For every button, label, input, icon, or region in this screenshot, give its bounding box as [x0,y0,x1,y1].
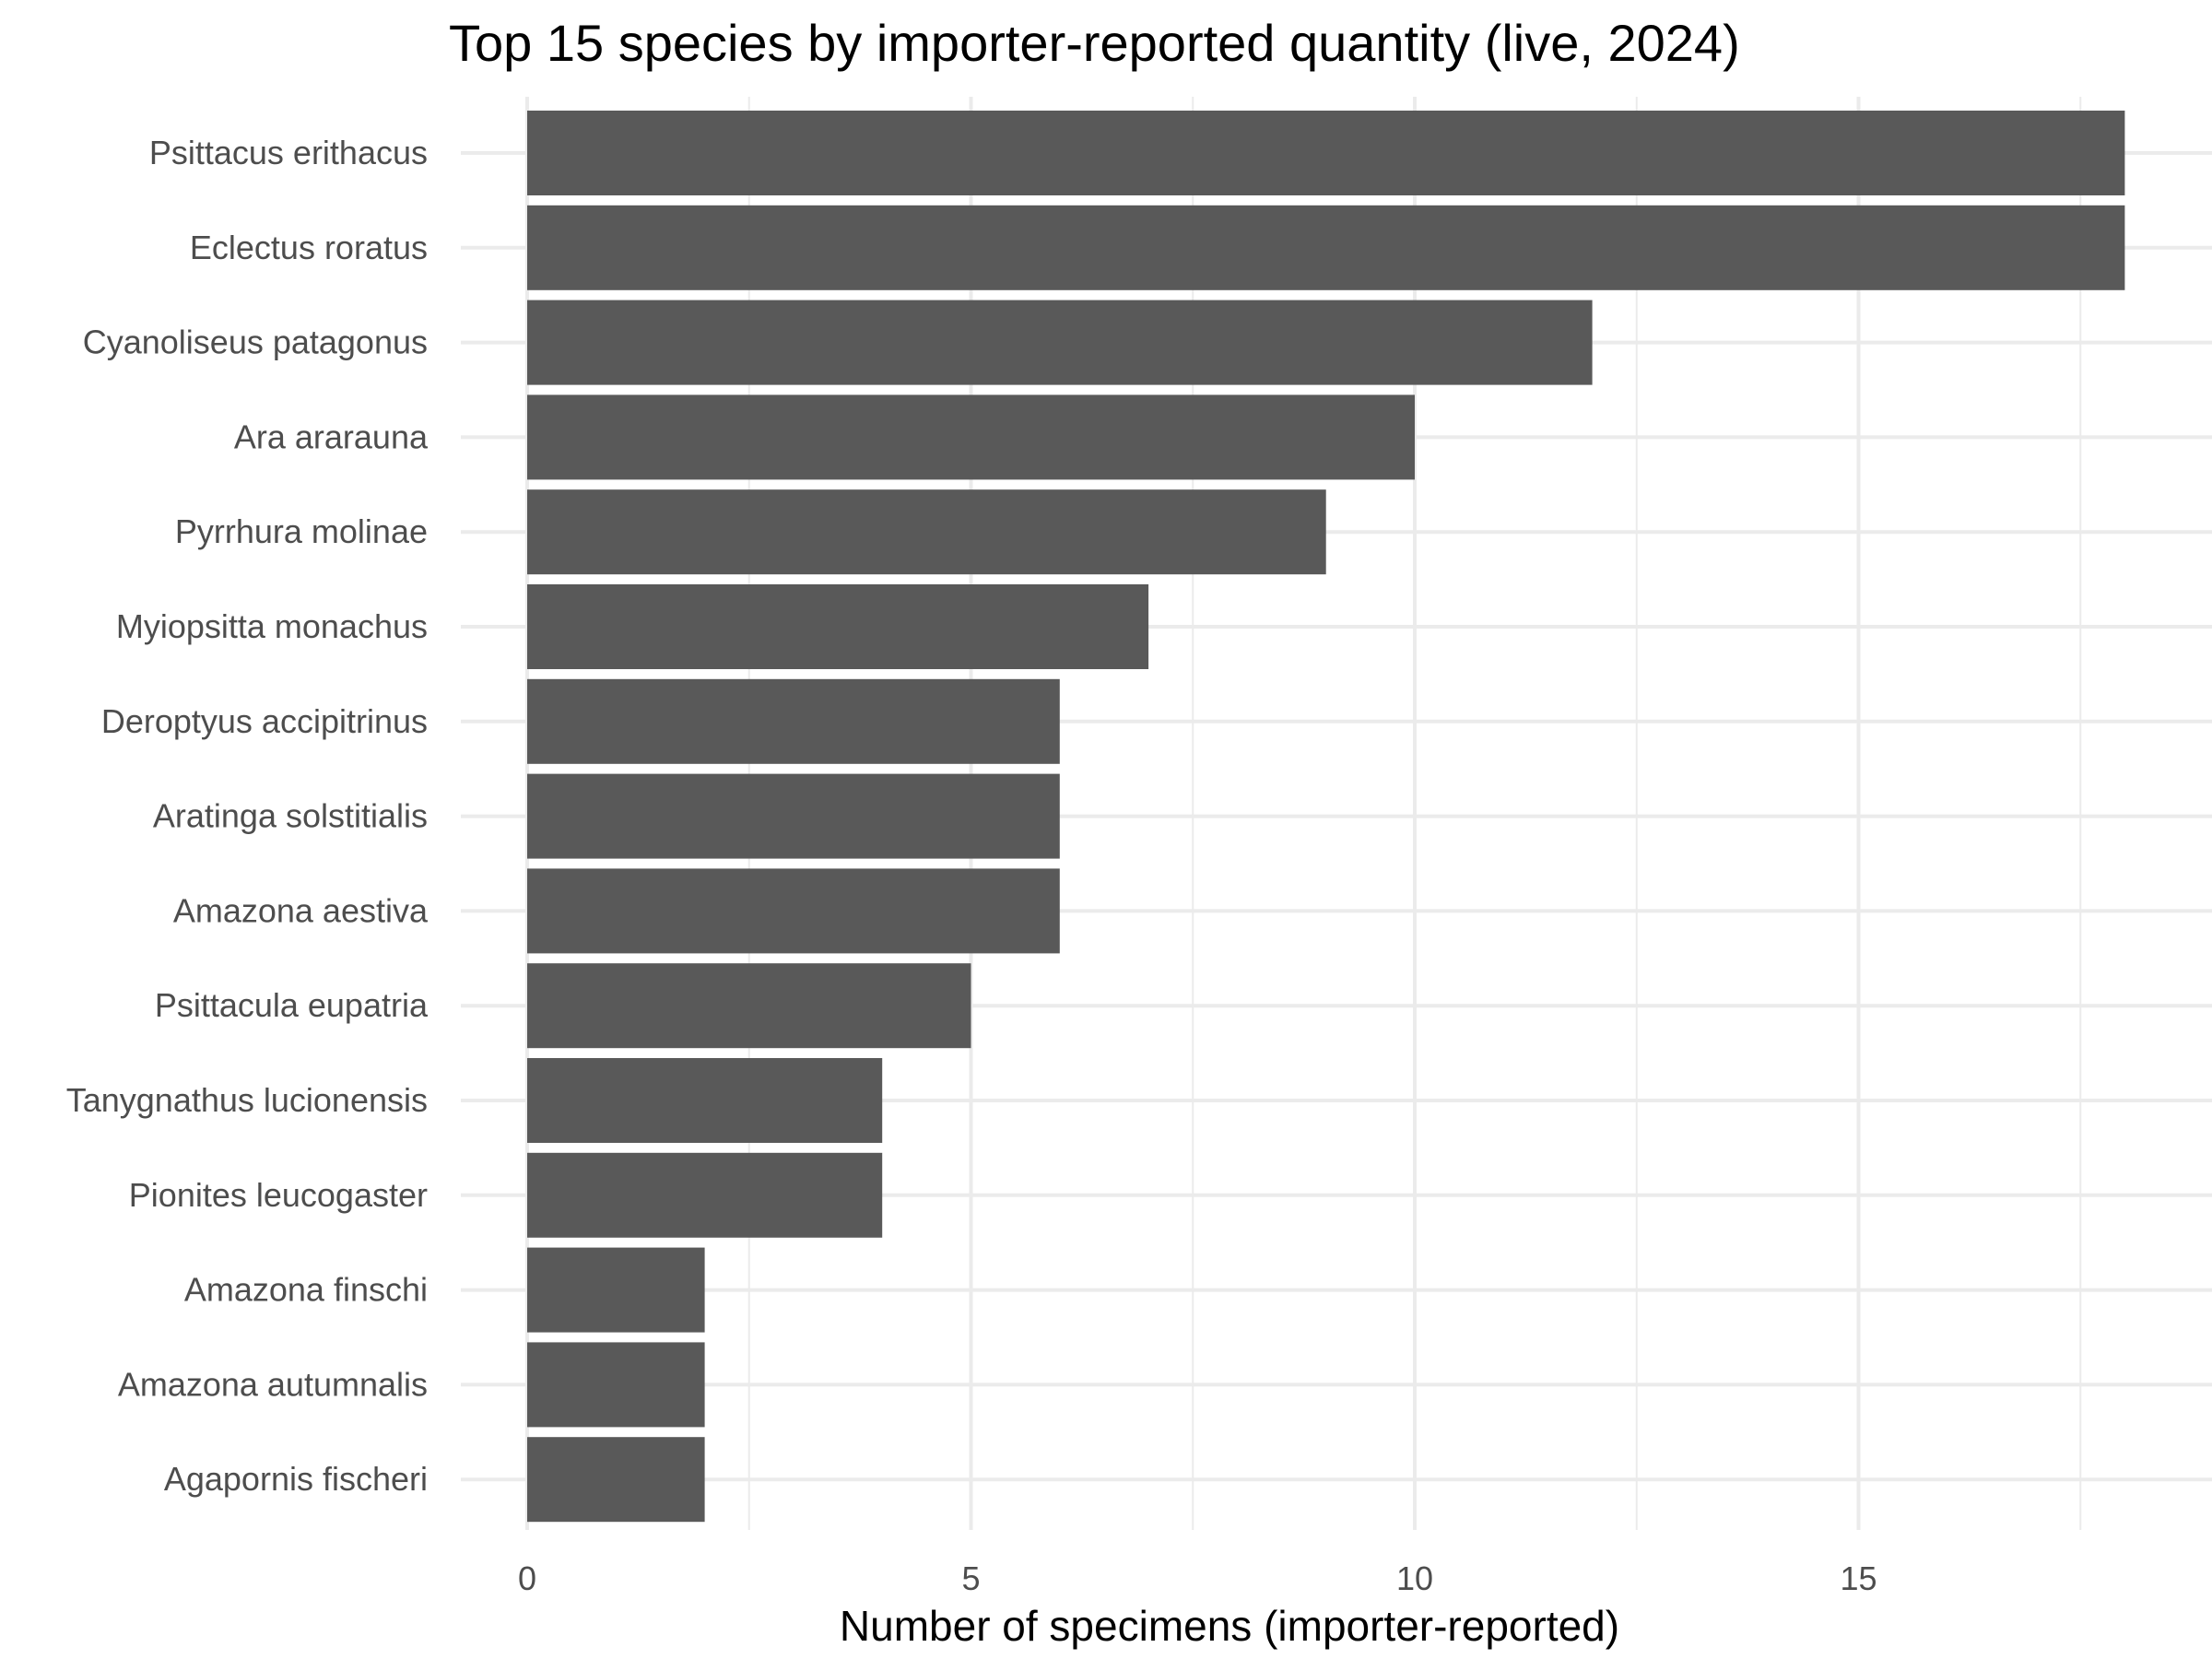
bar [527,1247,705,1333]
x-tick-label: 0 [518,1559,536,1597]
x-tick-label: 15 [1840,1559,1877,1597]
bar [527,678,1060,764]
y-tick-label: Amazona aestiva [173,891,429,929]
x-axis-labels: 0 5 10 15 [518,1559,1877,1597]
y-tick-label: Agapornis fischeri [164,1460,428,1498]
y-tick-label: Myiopsitta monachus [116,607,428,645]
x-tick-label: 5 [961,1559,980,1597]
x-tick-label: 10 [1396,1559,1433,1597]
y-tick-label: Aratinga solstitialis [153,797,428,835]
bar [527,773,1060,859]
bar [527,1152,883,1238]
bar [527,1342,705,1428]
bar [527,584,1149,669]
bar [527,111,2125,195]
y-tick-label: Deroptyus accipitrinus [101,702,428,740]
y-tick-label: Amazona autumnalis [118,1365,428,1403]
y-axis-labels: Psittacus erithacus Eclectus roratus Cyano… [66,134,429,1498]
y-tick-label: Pyrrhura molinae [175,512,428,550]
y-tick-label: Amazona finschi [184,1271,428,1309]
x-axis-title: Number of specimens (importer-reported) [840,1602,1619,1650]
bar [527,1437,705,1523]
bars [527,111,2125,1523]
bar [527,1058,883,1143]
y-tick-label: Tanygnathus lucionensis [66,1081,428,1119]
y-tick-label: Psittacus erithacus [149,134,428,171]
y-tick-label: Ara ararauna [234,418,429,455]
y-tick-label: Psittacula eupatria [155,986,429,1024]
bar [527,205,2125,290]
y-tick-label: Cyanoliseus patagonus [83,324,428,361]
bar [527,300,1593,385]
bar [527,868,1060,954]
bar [527,963,971,1049]
bar [527,489,1326,575]
y-tick-label: Eclectus roratus [190,229,428,266]
bar [527,394,1415,480]
chart-title: Top 15 species by importer-reported quan… [449,14,1740,72]
y-tick-label: Pionites leucogaster [129,1176,428,1214]
